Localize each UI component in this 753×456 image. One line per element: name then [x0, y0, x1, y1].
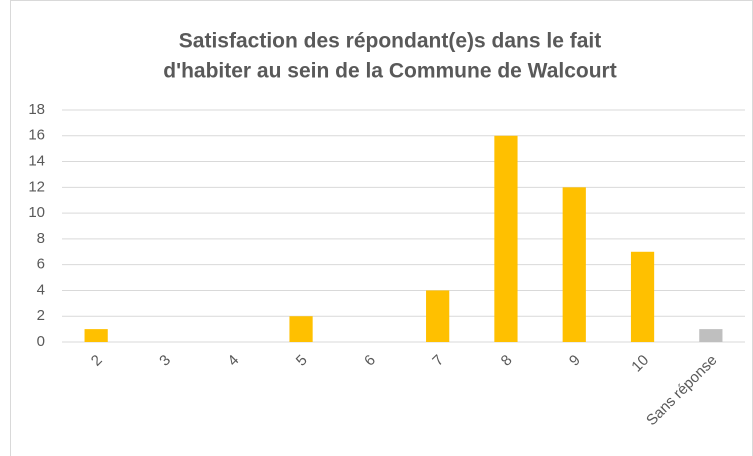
- bar: [494, 135, 518, 342]
- bar: [699, 329, 723, 342]
- chart-title: d'habiter au sein de la Commune de Walco…: [163, 60, 616, 83]
- y-tick-label: 6: [37, 256, 45, 273]
- y-tick-label: 16: [28, 127, 45, 144]
- chart-border: [10, 0, 753, 456]
- y-tick-label: 4: [37, 281, 45, 298]
- y-tick-label: 18: [28, 101, 45, 118]
- bar: [426, 290, 450, 342]
- bar: [84, 329, 108, 342]
- y-tick-label: 2: [37, 307, 45, 324]
- chart-title: Satisfaction des répondant(e)s dans le f…: [179, 30, 601, 53]
- bar: [630, 251, 655, 342]
- y-tick-label: 14: [28, 153, 45, 170]
- bar: [289, 316, 313, 342]
- y-tick-label: 8: [37, 230, 45, 247]
- y-tick-label: 12: [28, 178, 45, 195]
- y-tick-label: 10: [28, 204, 45, 221]
- y-tick-label: 0: [37, 333, 45, 350]
- bar: [562, 187, 586, 342]
